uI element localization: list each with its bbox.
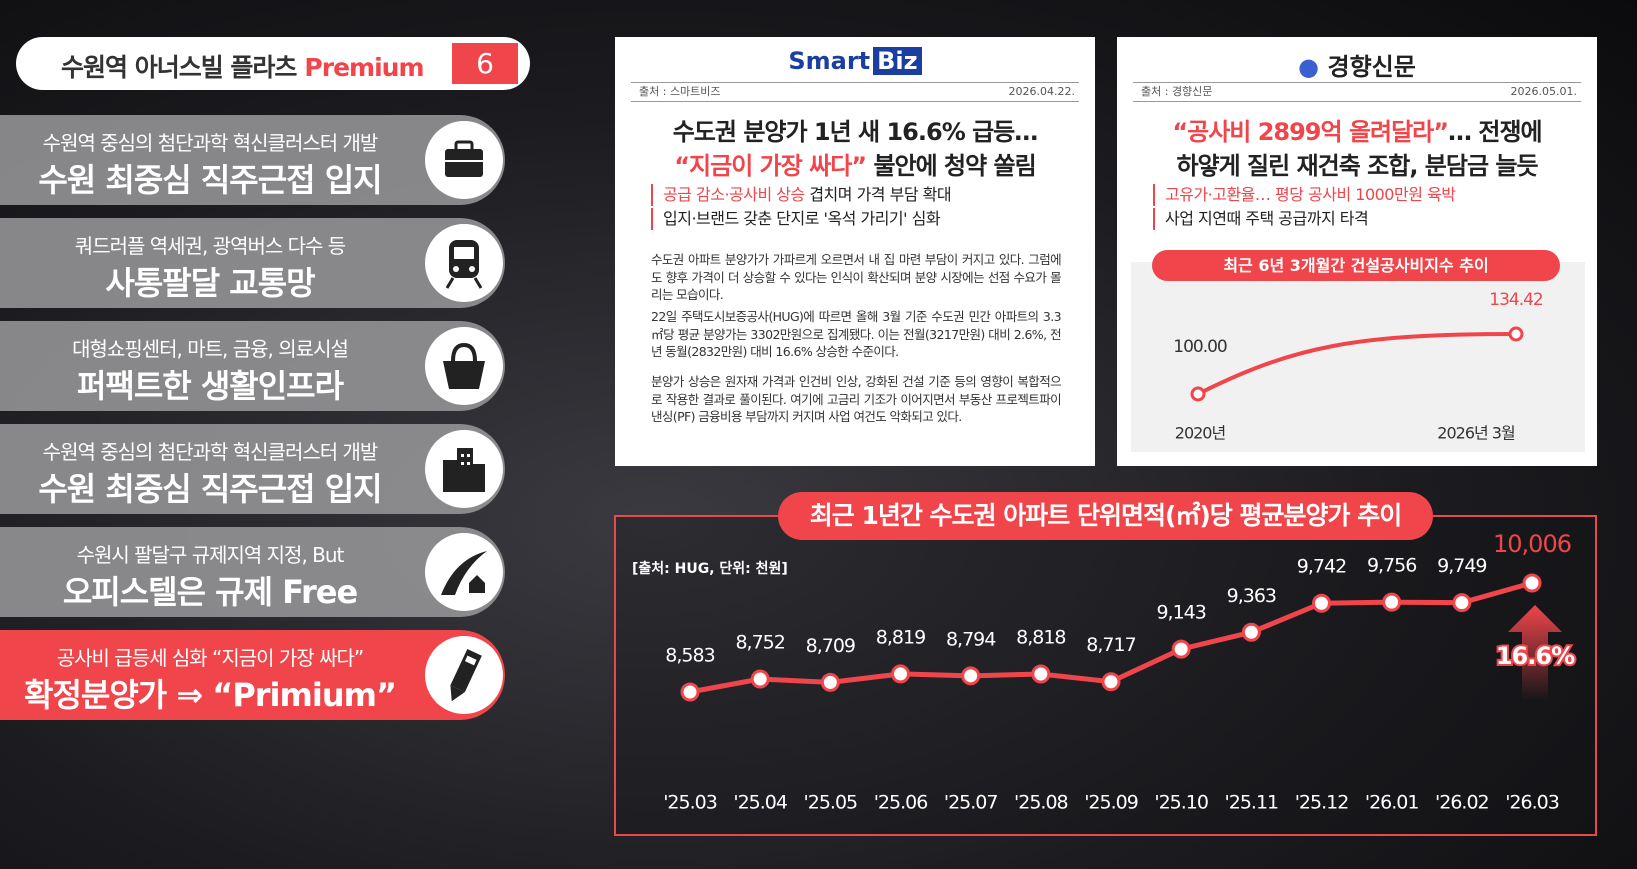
feature: 수원시 팔달구 규제지역 지정, But 오피스텔은 규제 Free xyxy=(0,527,505,617)
feature-title: 퍼팩트한 생활인프라 xyxy=(76,367,344,405)
icon xyxy=(425,430,503,508)
icon-graphic xyxy=(443,448,485,492)
paragraph: 22일 주택도시보증공사(HUG)에 따르면 올해 3월 기준 수도권 민간 아… xyxy=(651,309,1062,359)
feature-subtitle: 쿼드러플 역세권, 광역버스 다수 등 xyxy=(74,234,346,258)
icon-graphic xyxy=(450,648,482,702)
bullet-emphasis: 고유가·고환율… 평당 공사비 1000만원 육박 xyxy=(1165,185,1456,204)
headline-line: “지금이 가장 싸다” 불안에 청약 쏠림 xyxy=(615,149,1095,183)
source: 출처 : 스마트비즈 xyxy=(639,85,721,98)
logo: ● 경향신문 xyxy=(1298,53,1416,81)
paragraph: 수도권 아파트 분양가가 가파르게 오르면서 내 집 마련 부담이 커지고 있다… xyxy=(651,252,1062,302)
icon xyxy=(425,224,503,302)
chart-panel xyxy=(1131,262,1585,452)
headline-emphasis: “지금이 가장 싸다” xyxy=(674,152,867,180)
feature-title: 수원 최중심 직주근접 입지 xyxy=(38,470,382,508)
feature-title: 사통팔달 교통망 xyxy=(105,264,315,302)
source-row: 출처 : 경향신문 2026.05.01. xyxy=(1133,82,1581,102)
bullet: 입지·브랜드 갖춘 단지로 '옥석 가리기' 심화 xyxy=(651,208,1075,230)
icon-graphic xyxy=(445,140,483,177)
paragraph: 분양가 상승은 원자재 가격과 인건비 인상, 강화된 건설 기준 등의 영향이… xyxy=(651,374,1062,424)
chart-title: 최근 6년 3개월간 건설공사비지수 추이 xyxy=(1152,250,1560,281)
header-title: 수원역 아너스빌 플라츠 Premium xyxy=(61,48,425,84)
icon xyxy=(425,327,503,405)
feature-title: 확정분양가 ⇒ “Primium” xyxy=(24,676,397,714)
badge: Premium xyxy=(304,53,424,82)
page-number: 6 xyxy=(452,43,518,84)
bullet-text: 겹치며 가격 부담 확대 xyxy=(804,185,952,204)
feature-title: 수원 최중심 직주근접 입지 xyxy=(38,161,382,199)
chart-title: 최근 1년간 수도권 아파트 단위면적(㎡)당 평균분양가 추이 xyxy=(778,492,1433,540)
headline-text: … 전쟁에 xyxy=(1448,118,1543,146)
chart-subtitle: [출처: HUG, 단위: 천원] xyxy=(632,561,788,577)
headline-text: 수도권 분양가 1년 새 16.6% 급등… xyxy=(672,118,1039,146)
feature-subtitle: 수원시 팔달구 규제지역 지정, But xyxy=(76,543,345,567)
bullet-text: 입지·브랜드 갖춘 단지로 '옥석 가리기' 심화 xyxy=(663,209,941,228)
icon xyxy=(425,121,503,199)
logo-text: 경향신문 xyxy=(1327,53,1416,81)
news-card: Smart Biz 출처 : 스마트비즈 2026.04.22. 수도권 분양가 1… xyxy=(615,37,1095,466)
icon xyxy=(425,533,503,611)
headline-line: 수도권 분양가 1년 새 16.6% 급등… xyxy=(615,115,1095,149)
source-row: 출처 : 스마트비즈 2026.04.22. xyxy=(631,82,1079,102)
bullet: 공급 감소·공사비 상승 겹치며 가격 부담 확대 xyxy=(651,184,1075,206)
bullet: 고유가·고환율… 평당 공사비 1000만원 육박 xyxy=(1153,184,1577,206)
logo: Smart Biz xyxy=(615,47,1095,75)
headline-emphasis: “공사비 2899억 올려달라” xyxy=(1172,118,1449,146)
date: 2026.05.01. xyxy=(1510,85,1577,98)
feature-subtitle: 대형쇼핑센터, 마트, 금융, 의료시설 xyxy=(72,337,349,361)
icon-graphic xyxy=(441,551,487,595)
date: 2026.04.22. xyxy=(1008,85,1075,98)
feature-subtitle: 공사비 급등세 심화 “지금이 가장 싸다” xyxy=(56,646,365,670)
headline-line: “공사비 2899억 올려달라”… 전쟁에 xyxy=(1117,115,1597,149)
headline-text: 불안에 청약 쏠림 xyxy=(866,152,1036,180)
title: 수원역 아너스빌 플라츠 xyxy=(61,53,297,82)
logo-text: Biz xyxy=(873,47,922,75)
bullet: 사업 지연때 주택 공급까지 타격 xyxy=(1153,208,1577,230)
headline: 수도권 분양가 1년 새 16.6% 급등… “지금이 가장 싸다” 불안에 청약… xyxy=(615,115,1095,183)
feature-subtitle: 수원역 중심의 첨단과학 혁신클러스터 개발 xyxy=(42,440,379,464)
feature: 공사비 급등세 심화 “지금이 가장 싸다” 확정분양가 ⇒ “Primium” xyxy=(0,630,505,720)
feature-title: 오피스텔은 규제 Free xyxy=(62,573,358,611)
icon xyxy=(425,636,503,714)
source: 출처 : 경향신문 xyxy=(1141,85,1213,98)
icon-graphic xyxy=(445,240,483,289)
bullet-emphasis: 공급 감소·공사비 상승 xyxy=(663,185,805,204)
bullet-text: 사업 지연때 주택 공급까지 타격 xyxy=(1165,209,1369,228)
headline-line: 하얗게 질린 재건축 조합, 분담금 늘듯 xyxy=(1117,149,1597,183)
icon-graphic xyxy=(443,342,485,389)
header: 수원역 아너스빌 플라츠 Premium 6 xyxy=(16,37,530,90)
feature-subtitle: 수원역 중심의 첨단과학 혁신클러스터 개발 xyxy=(42,131,379,155)
headline-text: 하얗게 질린 재건축 조합, 분담금 늘듯 xyxy=(1176,152,1538,180)
logo-text: Smart xyxy=(788,47,871,75)
